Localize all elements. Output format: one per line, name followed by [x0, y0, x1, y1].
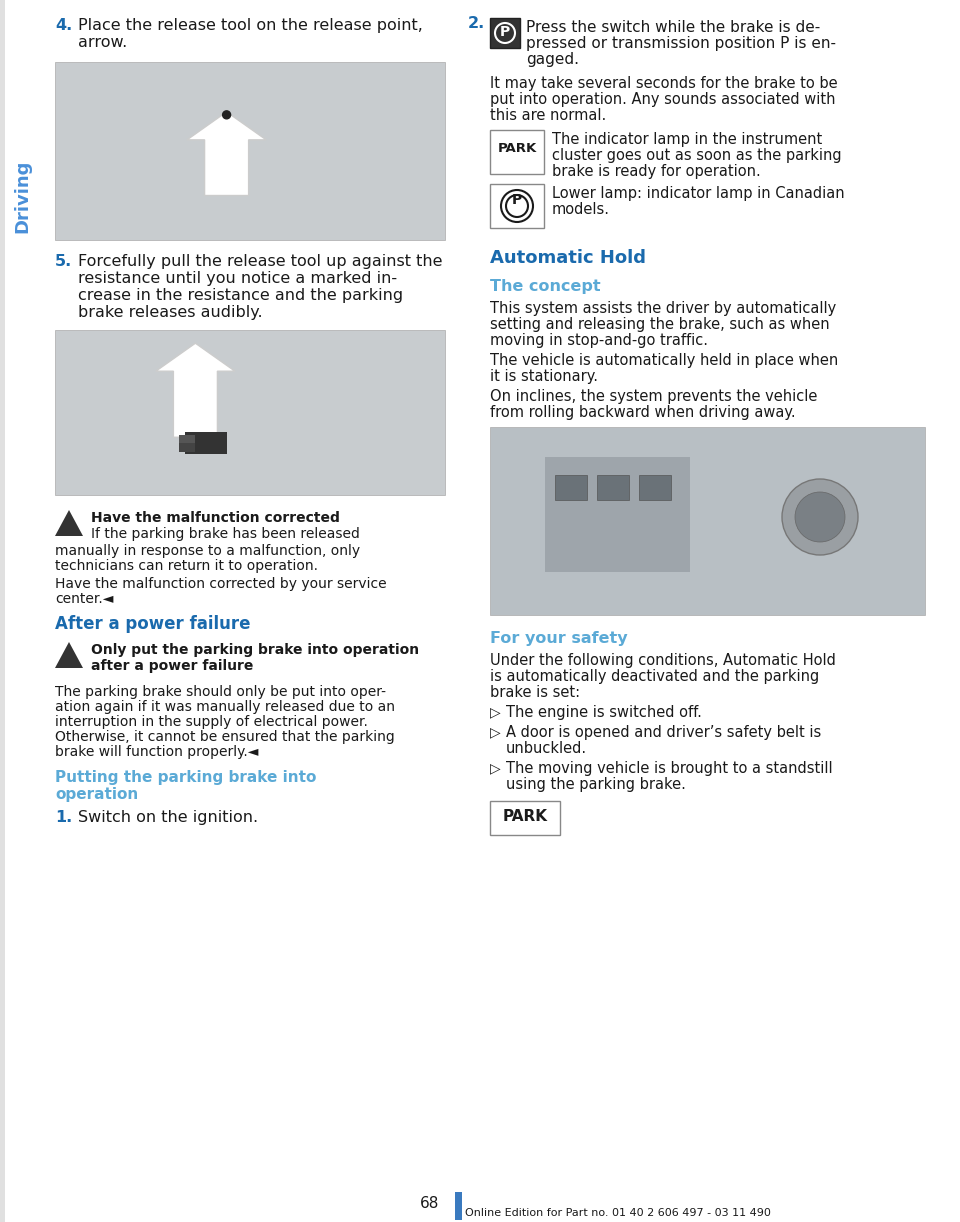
Text: !: !	[65, 517, 72, 532]
Text: is automatically deactivated and the parking: is automatically deactivated and the par…	[490, 668, 819, 684]
Text: it is stationary.: it is stationary.	[490, 369, 598, 384]
Text: Automatic Hold: Automatic Hold	[490, 249, 646, 266]
Text: unbuckled.: unbuckled.	[506, 741, 588, 756]
Text: using the parking brake.: using the parking brake.	[506, 777, 685, 792]
Text: Online Edition for Part no. 01 40 2 606 497 - 03 11 490: Online Edition for Part no. 01 40 2 606 …	[465, 1209, 771, 1218]
Text: After a power failure: After a power failure	[55, 615, 251, 633]
Text: Lower lamp: indicator lamp in Canadian: Lower lamp: indicator lamp in Canadian	[552, 186, 845, 200]
Text: PARK: PARK	[497, 142, 537, 155]
Text: Only put the parking brake into operation: Only put the parking brake into operatio…	[91, 643, 420, 657]
Text: 2.: 2.	[468, 16, 485, 31]
Bar	[639, 475, 671, 500]
Text: put into operation. Any sounds associated with: put into operation. Any sounds associate…	[490, 92, 835, 108]
Bar	[490, 426, 925, 615]
Polygon shape	[55, 642, 83, 668]
Text: ▷: ▷	[490, 761, 500, 775]
Text: from rolling backward when driving away.: from rolling backward when driving away.	[490, 404, 796, 420]
Text: The indicator lamp in the instrument: The indicator lamp in the instrument	[552, 132, 823, 147]
Text: Have the malfunction corrected: Have the malfunction corrected	[91, 511, 340, 525]
Text: operation: operation	[55, 787, 138, 802]
Text: setting and releasing the brake, such as when: setting and releasing the brake, such as…	[490, 316, 829, 332]
Text: Forcefully pull the release tool up against the: Forcefully pull the release tool up agai…	[78, 254, 443, 269]
Text: brake releases audibly.: brake releases audibly.	[78, 306, 263, 320]
Text: pressed or transmission position P is en-: pressed or transmission position P is en…	[526, 35, 836, 51]
Bar	[490, 185, 544, 229]
Text: Under the following conditions, Automatic Hold: Under the following conditions, Automati…	[490, 653, 836, 668]
Text: Otherwise, it cannot be ensured that the parking: Otherwise, it cannot be ensured that the…	[55, 730, 395, 744]
Text: !: !	[65, 649, 72, 664]
Text: moving in stop-and-go traffic.: moving in stop-and-go traffic.	[490, 334, 708, 348]
Text: PARK: PARK	[502, 809, 547, 824]
Text: P: P	[512, 193, 522, 207]
Text: models.: models.	[552, 202, 610, 218]
Text: gaged.: gaged.	[526, 53, 579, 67]
Text: Place the release tool on the release point,: Place the release tool on the release po…	[78, 18, 422, 33]
Text: On inclines, the system prevents the vehicle: On inclines, the system prevents the veh…	[490, 389, 817, 404]
Circle shape	[795, 492, 845, 543]
Text: ation again if it was manually released due to an: ation again if it was manually released …	[55, 700, 395, 714]
Text: ▷: ▷	[490, 705, 500, 719]
Text: The concept: The concept	[490, 279, 601, 295]
Text: center.◄: center.◄	[55, 591, 113, 606]
Bar	[185, 433, 228, 455]
Text: crease in the resistance and the parking: crease in the resistance and the parking	[78, 288, 403, 303]
Bar	[597, 475, 629, 500]
Text: Switch on the ignition.: Switch on the ignition.	[78, 810, 258, 825]
Text: after a power failure: after a power failure	[91, 659, 253, 673]
Text: It may take several seconds for the brake to be: It may take several seconds for the brak…	[490, 76, 838, 90]
Bar	[490, 800, 560, 835]
Text: interruption in the supply of electrical power.: interruption in the supply of electrical…	[55, 715, 368, 730]
Text: brake is ready for operation.: brake is ready for operation.	[552, 164, 760, 178]
Text: 4.: 4.	[55, 18, 72, 33]
Bar	[555, 475, 587, 500]
Bar	[490, 130, 544, 174]
Text: brake will function properly.◄: brake will function properly.◄	[55, 745, 258, 759]
Text: A door is opened and driver’s safety belt is: A door is opened and driver’s safety bel…	[506, 725, 821, 741]
Bar	[545, 457, 690, 572]
Text: brake is set:: brake is set:	[490, 686, 580, 700]
Text: Press the switch while the brake is de-: Press the switch while the brake is de-	[526, 20, 820, 35]
Text: 5.: 5.	[55, 254, 72, 269]
Text: 68: 68	[420, 1196, 440, 1211]
Text: P: P	[500, 24, 510, 39]
Text: 1.: 1.	[55, 810, 72, 825]
Bar	[180, 435, 196, 444]
Text: The engine is switched off.: The engine is switched off.	[506, 705, 702, 720]
Bar	[55, 62, 445, 240]
Bar	[455, 1191, 462, 1220]
Text: The moving vehicle is brought to a standstill: The moving vehicle is brought to a stand…	[506, 761, 832, 776]
Bar	[55, 330, 445, 495]
Text: ▷: ▷	[490, 725, 500, 739]
Bar	[490, 18, 520, 48]
Polygon shape	[156, 343, 235, 437]
Bar	[0, 0, 5, 1222]
Text: Driving: Driving	[13, 160, 31, 233]
Text: Putting the parking brake into: Putting the parking brake into	[55, 770, 317, 785]
Bar	[180, 440, 196, 452]
Text: If the parking brake has been released: If the parking brake has been released	[91, 527, 360, 541]
Text: The vehicle is automatically held in place when: The vehicle is automatically held in pla…	[490, 353, 838, 368]
Text: Have the malfunction corrected by your service: Have the malfunction corrected by your s…	[55, 577, 387, 591]
Text: technicians can return it to operation.: technicians can return it to operation.	[55, 558, 318, 573]
Text: arrow.: arrow.	[78, 35, 128, 50]
Text: The parking brake should only be put into oper-: The parking brake should only be put int…	[55, 686, 386, 699]
Text: For your safety: For your safety	[490, 631, 628, 646]
Text: cluster goes out as soon as the parking: cluster goes out as soon as the parking	[552, 148, 842, 163]
Text: This system assists the driver by automatically: This system assists the driver by automa…	[490, 301, 836, 316]
Polygon shape	[187, 112, 266, 196]
Polygon shape	[55, 510, 83, 536]
Text: this are normal.: this are normal.	[490, 108, 607, 123]
Text: manually in response to a malfunction, only: manually in response to a malfunction, o…	[55, 544, 360, 558]
Text: resistance until you notice a marked in-: resistance until you notice a marked in-	[78, 271, 397, 286]
Circle shape	[782, 479, 858, 555]
Circle shape	[223, 111, 230, 119]
